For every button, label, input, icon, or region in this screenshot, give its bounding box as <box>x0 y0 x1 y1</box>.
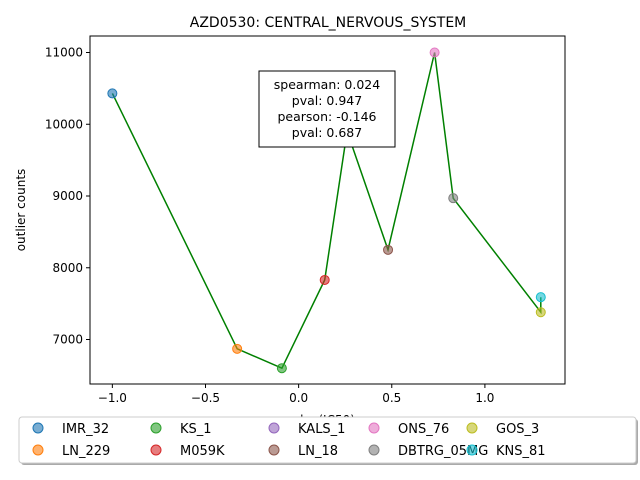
y-tick-label: 8000 <box>52 261 83 275</box>
legend-label-ons_76: ONS_76 <box>398 422 449 437</box>
data-point-ks_1 <box>276 363 287 374</box>
legend-label-gos_3: GOS_3 <box>496 422 539 437</box>
legend: IMR_32 LN_229 KS_1 M059K KALS_1 LN_18 ONS_76 DB… <box>18 416 638 465</box>
legend-marker-ln_229 <box>32 444 44 456</box>
y-tick-label: 11000 <box>45 46 83 60</box>
legend-marker-m059k <box>150 444 162 456</box>
data-point-ln_229 <box>232 343 243 354</box>
stats-line: pval: 0.947 <box>292 93 362 108</box>
data-point-ln_18 <box>383 244 394 255</box>
legend-label-ks_1: KS_1 <box>180 422 212 437</box>
data-point-kns_81 <box>535 292 546 303</box>
data-point-m059k <box>319 274 330 285</box>
legend-marker-ons_76 <box>368 422 380 434</box>
legend-label-m059k: M059K <box>180 444 225 459</box>
legend-marker-gos_3 <box>466 422 478 434</box>
y-tick-label: 10000 <box>45 117 83 131</box>
data-point-dbtrg_05mg <box>448 193 459 204</box>
legend-label-imr_32: IMR_32 <box>62 422 109 437</box>
series-line <box>111 52 542 370</box>
legend-label-ln_229: LN_229 <box>62 444 110 459</box>
x-tick-label: −0.5 <box>191 391 220 405</box>
legend-box <box>18 416 637 464</box>
legend-label-kals_1: KALS_1 <box>298 422 345 437</box>
x-tick-label: 1.0 <box>475 391 494 405</box>
y-axis-label: outlier counts <box>14 169 28 252</box>
legend-label-dbtrg_05mg: DBTRG_05MG <box>398 444 488 459</box>
chart-title: AZD0530: CENTRAL_NERVOUS_SYSTEM <box>190 15 467 31</box>
stats-line: pval: 0.687 <box>292 125 362 140</box>
y-tick-label: 7000 <box>52 333 83 347</box>
legend-marker-imr_32 <box>32 422 44 434</box>
stats-line: pearson: -0.146 <box>278 109 377 124</box>
x-tick-label: −1.0 <box>98 391 127 405</box>
x-tick-label: 0.5 <box>382 391 401 405</box>
legend-marker-ln_18 <box>268 444 280 456</box>
legend-marker-dbtrg_05mg <box>368 444 380 456</box>
plot-area: −1.0−0.50.00.51.07000800090001000011000l… <box>14 35 566 427</box>
legend-marker-kns_81 <box>466 444 478 456</box>
data-point-ons_76 <box>429 47 440 58</box>
y-tick-label: 9000 <box>52 189 83 203</box>
data-point-imr_32 <box>107 88 118 99</box>
legend-marker-kals_1 <box>268 422 280 434</box>
stats-box <box>258 70 396 148</box>
legend-label-kns_81: KNS_81 <box>496 444 546 459</box>
axes-frame <box>89 35 566 385</box>
stats-line: spearman: 0.024 <box>274 77 380 92</box>
legend-label-ln_18: LN_18 <box>298 444 338 459</box>
x-tick-label: 0.0 <box>289 391 308 405</box>
legend-marker-ks_1 <box>150 422 162 434</box>
data-point-gos_3 <box>535 307 546 318</box>
